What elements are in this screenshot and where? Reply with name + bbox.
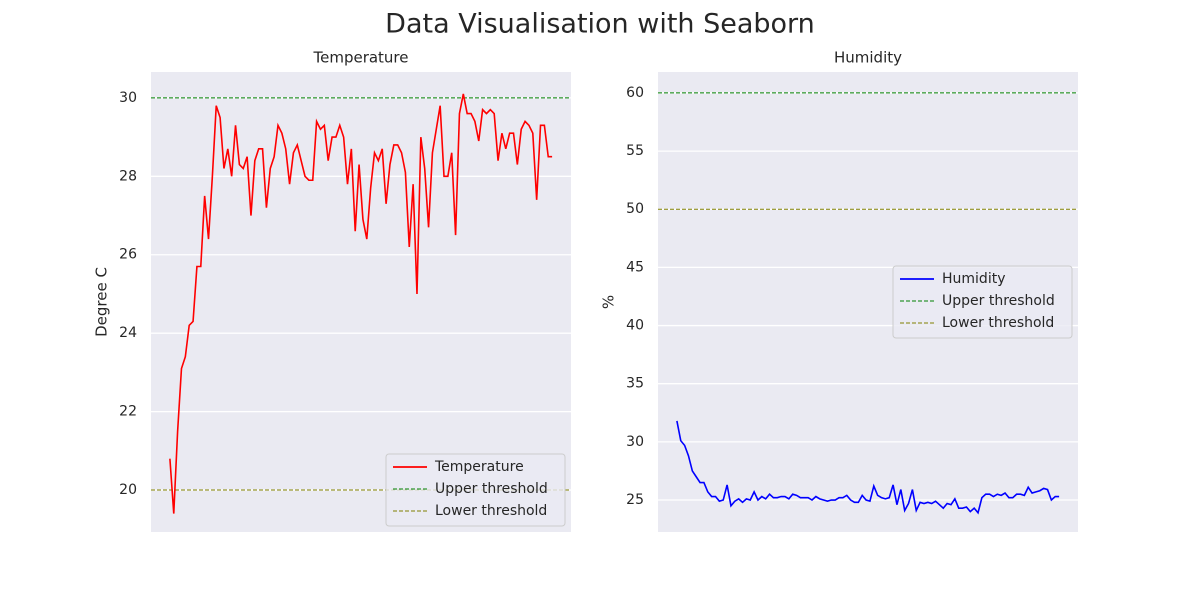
y-tick-label: 30 [119,90,137,106]
legend-box [892,265,1073,339]
legend-label: Upper threshold [435,481,548,497]
subplot-title: Temperature [312,49,408,67]
legend: Humidity Upper threshold Lower threshold [892,265,1073,339]
y-tick-label: 55 [626,143,644,159]
y-axis-label: Degree C [93,267,111,337]
data-line [676,420,1060,515]
y-tick-label: 35 [626,376,644,392]
y-tick-label: 22 [119,404,137,420]
y-tick-label: 45 [626,259,644,275]
legend-label: Lower threshold [942,315,1054,331]
legend: Temperature Upper threshold Lower threshol… [385,453,566,527]
subplot-title: Humidity [834,49,902,67]
y-tick-label: 30 [626,434,644,450]
y-tick-label: 28 [119,168,137,184]
y-axis-label: % [600,295,618,309]
y-tick-label: 50 [626,201,644,217]
figure-title: Data Visualisation with Seaborn [385,9,815,40]
legend-label: Temperature [434,459,524,475]
y-tick-label: 26 [119,247,137,263]
legend-label: Lower threshold [435,503,547,519]
y-tick-label: 20 [119,482,137,498]
legend-label: Humidity [942,271,1005,287]
legend-box [385,453,566,527]
data-line [169,93,553,514]
y-tick-label: 60 [626,85,644,101]
y-tick-label: 25 [626,492,644,508]
y-tick-label: 24 [119,325,137,341]
y-tick-label: 40 [626,318,644,334]
legend-label: Upper threshold [942,293,1055,309]
